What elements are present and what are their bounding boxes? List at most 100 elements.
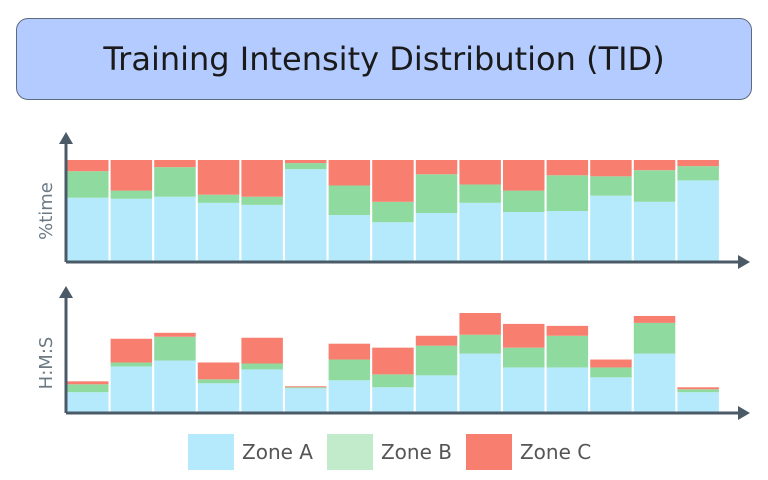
bar-pct-4-zone-c <box>197 160 240 195</box>
bar-hms-3-zone-b <box>154 336 196 361</box>
bar-pct-15-zone-a <box>677 180 719 262</box>
bar-hms-15-zone-a <box>677 392 719 413</box>
bar-hms-4-zone-c <box>197 362 240 380</box>
bar-hms-14-zone-c <box>633 315 676 323</box>
bar-hms-5-zone-a <box>241 369 283 413</box>
bar-hms-6-zone-c <box>285 386 327 388</box>
bar-pct-12-zone-c <box>546 160 589 176</box>
bar-hms-14-zone-a <box>633 353 676 413</box>
bar-hms-7-zone-a <box>328 380 371 413</box>
bar-pct-11-zone-a <box>503 212 545 262</box>
bar-hms-8-zone-b <box>372 374 414 388</box>
chart-title-box: Training Intensity Distribution (TID) <box>16 18 752 100</box>
bar-hms-13-zone-b <box>590 367 632 378</box>
bar-pct-13-zone-b <box>590 176 632 196</box>
bar-pct-8-zone-b <box>372 201 414 223</box>
bar-hms-5-zone-c <box>241 337 283 364</box>
bar-pct-5-zone-a <box>241 204 283 262</box>
bar-hms-6-zone-b <box>285 387 327 389</box>
bar-pct-1-zone-b <box>67 171 109 198</box>
bar-hms-10-zone-a <box>459 353 501 413</box>
bar-hms-1-zone-b <box>67 384 109 393</box>
bar-pct-6-zone-c <box>285 160 327 164</box>
bar-pct-15-zone-b <box>677 166 719 181</box>
y-axis-label-pct: %time <box>36 182 57 240</box>
legend-swatch-zone-b <box>326 434 373 470</box>
bar-hms-14-zone-b <box>633 322 676 354</box>
bar-pct-3-zone-a <box>154 196 196 262</box>
bar-pct-9-zone-a <box>415 213 458 262</box>
bar-hms-2-zone-c <box>110 338 153 363</box>
bar-hms-15-zone-c <box>677 387 719 390</box>
x-axis-arrow-hms <box>738 406 750 420</box>
hms-chart: H:M:S <box>36 286 750 420</box>
bar-hms-8-zone-a <box>372 387 414 413</box>
legend-swatch-zone-a <box>188 434 234 470</box>
bar-pct-8-zone-a <box>372 222 414 262</box>
bar-hms-9-zone-c <box>415 335 458 346</box>
bar-pct-7-zone-c <box>328 160 371 186</box>
bar-pct-3-zone-b <box>154 167 196 197</box>
bar-pct-10-zone-c <box>459 160 501 185</box>
bar-pct-6-zone-b <box>285 163 327 170</box>
bar-pct-1-zone-a <box>67 197 109 262</box>
legend: Zone A Zone B Zone C <box>188 434 605 470</box>
bar-pct-2-zone-b <box>110 190 153 199</box>
bar-pct-3-zone-c <box>154 160 196 168</box>
legend-swatch-zone-c <box>465 434 512 470</box>
bar-hms-13-zone-c <box>590 359 632 368</box>
bar-pct-14-zone-b <box>633 170 676 202</box>
bar-hms-12-zone-a <box>546 367 589 413</box>
legend-label-zone-b: Zone B <box>380 440 452 464</box>
bar-pct-10-zone-b <box>459 184 501 203</box>
bar-hms-9-zone-a <box>415 375 458 413</box>
bar-pct-8-zone-c <box>372 160 414 202</box>
bar-pct-13-zone-c <box>590 160 632 177</box>
bar-pct-12-zone-a <box>546 211 589 262</box>
bar-pct-14-zone-c <box>633 160 676 171</box>
bar-hms-10-zone-b <box>459 334 501 354</box>
y-axis-arrow-pct <box>59 132 73 144</box>
bar-pct-9-zone-b <box>415 174 458 214</box>
bar-hms-4-zone-a <box>197 383 240 413</box>
bar-pct-5-zone-c <box>241 160 283 197</box>
bar-pct-7-zone-b <box>328 185 371 216</box>
bar-hms-11-zone-c <box>503 323 545 348</box>
bar-pct-12-zone-b <box>546 175 589 211</box>
legend-label-zone-c: Zone C <box>519 440 592 464</box>
chart-area: %time H:M:S <box>36 132 750 420</box>
bar-pct-10-zone-a <box>459 202 501 262</box>
bar-hms-6-zone-a <box>285 388 327 413</box>
bar-hms-3-zone-a <box>154 360 196 413</box>
percent-time-chart: %time <box>36 132 750 269</box>
bar-pct-15-zone-c <box>677 160 719 167</box>
bar-pct-13-zone-a <box>590 195 632 262</box>
bar-pct-9-zone-c <box>415 160 458 175</box>
bar-pct-2-zone-a <box>110 198 153 262</box>
legend-label-zone-a: Zone A <box>242 440 313 464</box>
legend-item-zone-a: Zone A <box>188 434 313 470</box>
bar-hms-15-zone-b <box>677 389 719 393</box>
bar-pct-2-zone-c <box>110 160 153 191</box>
bar-hms-12-zone-b <box>546 335 589 368</box>
bar-hms-7-zone-b <box>328 359 371 381</box>
bar-hms-2-zone-b <box>110 362 153 367</box>
bar-hms-11-zone-b <box>503 347 545 368</box>
bar-hms-11-zone-a <box>503 367 545 413</box>
chart-title: Training Intensity Distribution (TID) <box>103 40 665 78</box>
bar-hms-9-zone-b <box>415 345 458 376</box>
bar-hms-12-zone-c <box>546 325 589 336</box>
bar-hms-1-zone-a <box>67 392 109 413</box>
bar-pct-7-zone-a <box>328 215 371 262</box>
bar-pct-11-zone-b <box>503 190 545 213</box>
bar-pct-5-zone-b <box>241 196 283 205</box>
bar-pct-6-zone-a <box>285 169 327 262</box>
bar-hms-5-zone-b <box>241 363 283 370</box>
bar-pct-1-zone-c <box>67 160 109 172</box>
legend-item-zone-b: Zone B <box>326 434 452 470</box>
bar-hms-10-zone-c <box>459 313 501 335</box>
y-axis-label-hms: H:M:S <box>36 337 57 390</box>
bar-hms-4-zone-b <box>197 379 240 384</box>
bar-hms-7-zone-c <box>328 343 371 360</box>
bar-hms-1-zone-c <box>67 381 109 385</box>
